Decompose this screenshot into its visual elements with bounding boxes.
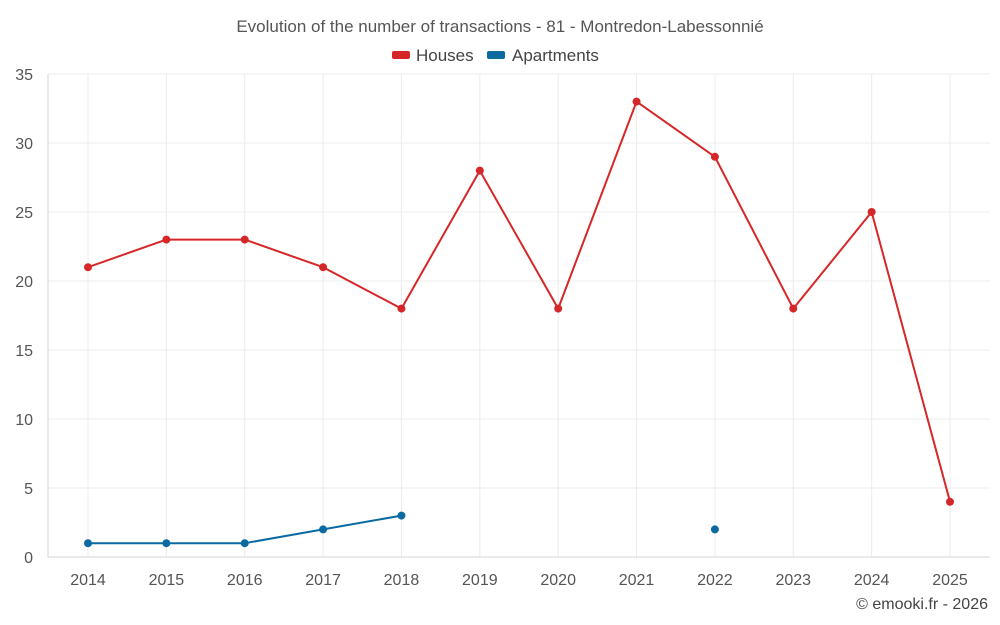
x-tick-label: 2020 bbox=[540, 572, 576, 589]
legend-swatch-houses bbox=[392, 51, 410, 59]
x-tick-label: 2017 bbox=[305, 572, 341, 589]
axes bbox=[47, 74, 990, 558]
y-tick-label: 15 bbox=[15, 343, 33, 360]
y-axis-ticks: 0 5 10 15 20 25 30 35 bbox=[15, 67, 33, 567]
x-tick-label: 2021 bbox=[619, 572, 655, 589]
series-houses bbox=[84, 97, 954, 506]
data-point-houses-2019[interactable] bbox=[475, 166, 484, 175]
data-point-houses-2022[interactable] bbox=[710, 152, 719, 161]
x-tick-label: 2018 bbox=[384, 572, 420, 589]
y-tick-label: 25 bbox=[15, 205, 33, 222]
data-point-houses-2018[interactable] bbox=[397, 304, 406, 313]
data-point-apartments-2017[interactable] bbox=[319, 525, 328, 534]
data-point-apartments-2016[interactable] bbox=[240, 539, 249, 548]
x-tick-label: 2023 bbox=[775, 572, 811, 589]
y-tick-label: 0 bbox=[24, 550, 33, 567]
legend-swatch-apartments bbox=[487, 51, 505, 59]
series-apartments bbox=[84, 511, 719, 548]
data-point-houses-2017[interactable] bbox=[319, 263, 328, 272]
data-point-houses-2024[interactable] bbox=[867, 208, 876, 216]
x-tick-label: 2015 bbox=[149, 572, 185, 589]
data-point-apartments-2022[interactable] bbox=[710, 525, 719, 534]
y-tick-label: 20 bbox=[15, 274, 33, 291]
x-tick-label: 2024 bbox=[854, 572, 890, 589]
data-point-houses-2021[interactable] bbox=[632, 97, 641, 106]
data-point-houses-2025[interactable] bbox=[946, 497, 954, 506]
credit-text: © emooki.fr - 2026 bbox=[856, 596, 988, 613]
legend-item-apartments[interactable]: Apartments bbox=[487, 46, 599, 65]
data-point-houses-2014[interactable] bbox=[84, 263, 92, 272]
data-point-houses-2020[interactable] bbox=[554, 304, 563, 313]
data-point-apartments-2015[interactable] bbox=[162, 539, 171, 548]
x-tick-label: 2016 bbox=[227, 572, 263, 589]
grid bbox=[48, 73, 990, 557]
series-layer bbox=[84, 97, 954, 548]
series-line-houses bbox=[87, 100, 951, 503]
x-tick-label: 2014 bbox=[70, 572, 106, 589]
y-tick-label: 5 bbox=[24, 481, 33, 498]
y-tick-label: 35 bbox=[15, 67, 33, 84]
data-point-houses-2016[interactable] bbox=[240, 235, 249, 244]
legend: Houses Apartments bbox=[392, 46, 599, 65]
x-tick-label: 2025 bbox=[932, 572, 968, 589]
data-point-houses-2015[interactable] bbox=[162, 235, 171, 244]
legend-item-houses[interactable]: Houses bbox=[392, 46, 474, 65]
x-tick-label: 2019 bbox=[462, 572, 498, 589]
data-point-apartments-2018[interactable] bbox=[397, 511, 406, 520]
x-tick-label: 2022 bbox=[697, 572, 733, 589]
data-point-houses-2023[interactable] bbox=[789, 304, 798, 313]
legend-label-houses: Houses bbox=[416, 46, 474, 65]
y-tick-label: 10 bbox=[15, 412, 33, 429]
x-axis-ticks: 2014 2015 2016 2017 2018 2019 2020 2021 2022 2023… bbox=[70, 572, 968, 589]
chart-title: Evolution of the number of transactions … bbox=[236, 17, 763, 36]
data-point-apartments-2014[interactable] bbox=[84, 539, 92, 548]
legend-label-apartments: Apartments bbox=[512, 46, 599, 65]
y-tick-label: 30 bbox=[15, 136, 33, 153]
